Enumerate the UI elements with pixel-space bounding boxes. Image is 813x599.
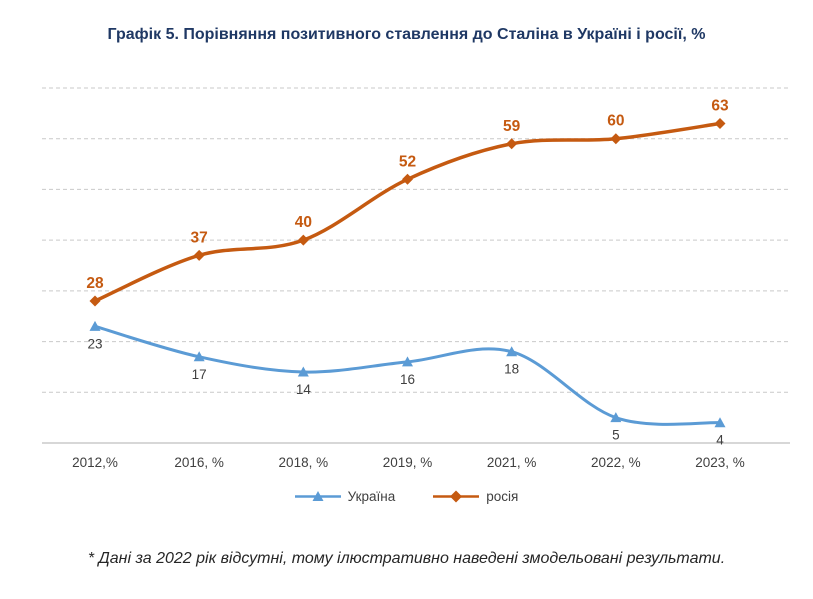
- data-point-diamond-icon: [610, 133, 622, 145]
- chart-legend: Україна росія: [0, 489, 813, 504]
- x-axis-tick-label: 2021, %: [487, 455, 537, 470]
- x-axis-tick-label: 2022, %: [591, 455, 641, 470]
- x-axis-tick-label: 2023, %: [695, 455, 745, 470]
- series-line: [93, 121, 722, 303]
- x-axis-labels: 2012,% 2016, % 2018, % 2019, % 2021, % 2022, …: [72, 455, 745, 470]
- x-axis-tick-label: 2018, %: [279, 455, 329, 470]
- data-point-triangle-icon: [297, 366, 309, 377]
- legend-item-ukraine: Україна: [294, 489, 396, 504]
- data-label: 28: [86, 275, 104, 292]
- data-label: 4: [716, 433, 724, 448]
- data-label: 5: [612, 428, 620, 443]
- data-point-triangle-icon: [610, 412, 622, 423]
- data-label: 60: [607, 113, 624, 130]
- legend-label-ukraine: Україна: [347, 489, 396, 504]
- data-label: 40: [295, 214, 312, 231]
- data-label: 23: [87, 336, 102, 351]
- line-chart: 23 17 14 16 18 5 4 28 37 40 52 59 60 63 2012,% 2016, % 2…: [0, 80, 813, 480]
- data-point-diamond-icon: [297, 234, 309, 246]
- data-point-triangle-icon: [506, 346, 518, 357]
- x-axis-tick-label: 2019, %: [383, 455, 433, 470]
- data-point-triangle-icon: [89, 320, 101, 331]
- data-point-diamond-icon: [193, 249, 205, 261]
- data-point-triangle-icon: [714, 417, 726, 428]
- series-ukraine: 23 17 14 16 18 5 4: [87, 320, 726, 448]
- footnote: * Дані за 2022 рік відсутні, тому ілюстр…: [87, 550, 726, 567]
- data-label: 37: [191, 229, 208, 246]
- data-point-diamond-icon: [402, 173, 413, 185]
- data-label: 16: [400, 372, 415, 387]
- gridlines: [42, 87, 790, 393]
- data-label: 17: [192, 367, 207, 382]
- data-label: 52: [399, 153, 416, 170]
- x-axis-tick-label: 2016, %: [174, 455, 224, 470]
- legend-marker-triangle-icon: [294, 490, 341, 503]
- data-label: 63: [711, 98, 729, 115]
- chart-title: Графік 5. Порівняння позитивного ставлен…: [107, 26, 706, 43]
- x-axis-tick-label: 2012,%: [72, 455, 118, 470]
- data-point-diamond-icon: [506, 138, 518, 150]
- legend-triangle-icon: [312, 491, 324, 501]
- data-label: 59: [503, 118, 521, 135]
- data-point-diamond-icon: [89, 295, 101, 307]
- legend-item-russia: росія: [433, 489, 518, 504]
- legend-diamond-icon: [450, 490, 463, 503]
- legend-marker-diamond-icon: [433, 490, 480, 503]
- data-point-triangle-icon: [193, 351, 205, 362]
- legend-label-russia: росія: [486, 489, 519, 504]
- data-point-diamond-icon: [714, 118, 726, 129]
- series-russia: 28 37 40 52 59 60 63: [86, 98, 729, 307]
- data-label: 18: [504, 362, 519, 377]
- data-point-triangle-icon: [402, 356, 413, 367]
- data-label: 14: [296, 382, 312, 397]
